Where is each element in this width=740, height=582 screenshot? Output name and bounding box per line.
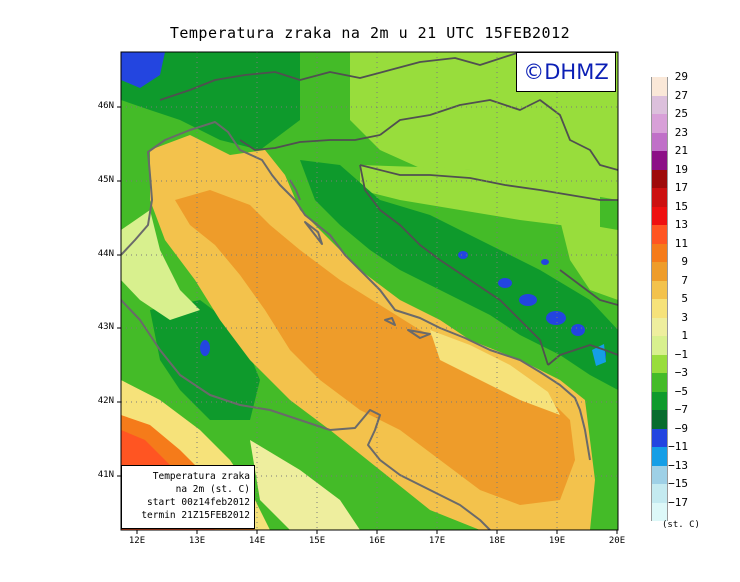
- legend-swatch: [651, 484, 668, 503]
- lon-label-16e: 16E: [368, 536, 386, 546]
- legend-swatch: [651, 410, 668, 429]
- lat-label-42n: 42N: [97, 396, 114, 406]
- legend-swatch: [651, 243, 668, 262]
- legend-label: 7: [681, 273, 688, 287]
- legend-label: 17: [674, 181, 688, 194]
- dhmz-logo: ©DHMZ: [516, 52, 616, 92]
- lat-label-46n: 46N: [97, 101, 114, 111]
- legend-label: 13: [674, 218, 688, 231]
- legend-label: −15: [668, 477, 688, 490]
- lon-label-17e: 17E: [428, 536, 446, 546]
- legend-swatch: [651, 262, 668, 281]
- coast-strip-italy: [121, 210, 200, 320]
- legend-swatch: [651, 151, 668, 170]
- legend-swatch: [651, 336, 668, 355]
- legend-label: 25: [674, 107, 688, 120]
- land-mild-pannonia: [360, 165, 600, 230]
- legend-label: −9: [674, 421, 688, 435]
- lon-label-13e: 13E: [188, 536, 206, 546]
- lon-label-15e: 15E: [308, 536, 326, 546]
- legend-label: −3: [674, 366, 688, 379]
- legend-swatch: [651, 354, 668, 373]
- legend-label: −5: [674, 384, 688, 398]
- lat-label-44n: 44N: [97, 249, 114, 259]
- info-line-units: na 2m (st. C): [175, 484, 250, 495]
- legend-swatch: [651, 77, 668, 96]
- legend-label: −17: [668, 495, 688, 509]
- land-cold-alps: [121, 52, 300, 150]
- legend-label: 9: [681, 255, 688, 268]
- legend-swatch: [651, 391, 668, 410]
- lon-label-19e: 19E: [548, 536, 566, 546]
- coastlines: [121, 121, 591, 530]
- info-box: Temperatura zraka na 2m (st. C) start 00…: [121, 465, 255, 529]
- lat-label-45n: 45N: [97, 175, 114, 185]
- legend-label: 29: [674, 70, 688, 83]
- legend-swatch: [651, 373, 668, 392]
- axis-ticks: [117, 106, 618, 534]
- legend-swatch: [651, 206, 668, 225]
- legend-label: 21: [674, 144, 688, 157]
- map-title: Temperatura zraka na 2m u 21 UTC 15FEB20…: [169, 24, 571, 42]
- sea-light-east: [430, 330, 560, 415]
- legend-swatch: [651, 502, 668, 521]
- legend-swatch: [651, 299, 668, 318]
- legend-swatch: [651, 225, 668, 244]
- info-line-variable: Temperatura zraka: [152, 471, 250, 482]
- legend-label: −7: [674, 403, 688, 416]
- legend-swatch: [651, 280, 668, 299]
- sea-warm: [175, 190, 575, 505]
- legend-swatch: [651, 317, 668, 336]
- legend-label: −13: [668, 458, 688, 472]
- lon-label-14e: 14E: [248, 536, 266, 546]
- legend-swatch: [651, 465, 668, 484]
- legend-label: 23: [674, 125, 688, 139]
- legend-label: 19: [674, 162, 688, 176]
- map-frame: [120, 51, 619, 531]
- legend-swatch: [651, 95, 668, 114]
- sea-heel-light: [250, 440, 360, 530]
- legend-swatch: [651, 169, 668, 188]
- info-line-start: start 00z14feb2012: [147, 497, 250, 508]
- legend-label: 1: [681, 329, 688, 342]
- lat-label-43n: 43N: [97, 322, 114, 332]
- legend-label: 5: [681, 292, 688, 305]
- legend-label: 11: [674, 236, 688, 250]
- legend-label: 27: [674, 88, 688, 102]
- lon-label-12e: 12E: [128, 536, 146, 546]
- legend-label: 3: [681, 310, 688, 324]
- country-borders: [159, 52, 618, 366]
- legend-label: 15: [674, 199, 688, 213]
- land-mild-balkan: [560, 220, 618, 300]
- lon-label-18e: 18E: [488, 536, 506, 546]
- legend-units: (st. C): [662, 520, 700, 530]
- land-cold-dinaric: [300, 160, 618, 390]
- legend-label: −1: [674, 347, 688, 361]
- legend-swatch: [651, 428, 668, 447]
- legend-label: −11: [668, 440, 688, 453]
- info-line-termin: termin 21Z15FEB2012: [141, 510, 250, 521]
- legend-swatch: [651, 132, 668, 151]
- legend-swatch: [651, 114, 668, 133]
- legend-swatch: [651, 188, 668, 207]
- legend-swatch: [651, 447, 668, 466]
- lat-label-41n: 41N: [97, 470, 114, 480]
- lon-label-20e: 20E: [608, 536, 626, 546]
